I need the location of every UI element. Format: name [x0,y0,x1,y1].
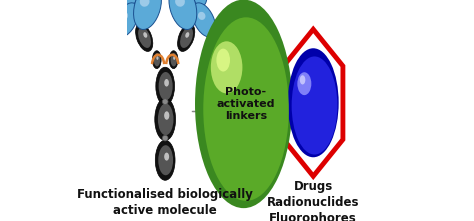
Ellipse shape [115,3,138,37]
Ellipse shape [185,32,189,38]
Text: Drugs
Radionuclides
Fluorophores: Drugs Radionuclides Fluorophores [267,180,359,221]
Ellipse shape [217,49,230,72]
Text: Photo-
activated
linkers: Photo- activated linkers [217,87,275,121]
Ellipse shape [192,0,207,7]
Ellipse shape [156,56,158,60]
Ellipse shape [288,48,338,157]
Ellipse shape [154,53,160,66]
Ellipse shape [162,99,168,105]
Ellipse shape [211,41,242,93]
Ellipse shape [212,40,219,46]
Ellipse shape [155,98,175,141]
Text: Functionalised biologically
active molecule: Functionalised biologically active molec… [77,188,253,217]
Ellipse shape [207,34,227,59]
Ellipse shape [153,51,161,69]
Ellipse shape [203,17,289,201]
Ellipse shape [192,3,216,37]
Ellipse shape [173,56,175,60]
Ellipse shape [164,153,169,161]
Ellipse shape [164,79,169,87]
Ellipse shape [109,40,115,46]
Ellipse shape [134,0,162,29]
Ellipse shape [169,51,178,69]
Ellipse shape [120,12,128,20]
Ellipse shape [175,0,185,7]
Ellipse shape [171,53,177,66]
Ellipse shape [164,111,169,120]
Ellipse shape [156,67,174,105]
Ellipse shape [169,0,197,29]
Ellipse shape [198,12,205,20]
Ellipse shape [155,140,175,180]
Ellipse shape [140,0,149,7]
Ellipse shape [180,27,193,48]
Ellipse shape [158,145,173,175]
Ellipse shape [292,56,337,154]
Ellipse shape [159,72,173,100]
Ellipse shape [103,34,123,59]
Ellipse shape [178,24,195,51]
Ellipse shape [136,24,153,51]
Ellipse shape [300,75,305,84]
Ellipse shape [297,72,311,95]
Ellipse shape [143,32,147,38]
Ellipse shape [138,27,151,48]
Ellipse shape [158,103,173,135]
Ellipse shape [195,0,292,208]
Ellipse shape [162,135,168,141]
Ellipse shape [123,0,138,7]
